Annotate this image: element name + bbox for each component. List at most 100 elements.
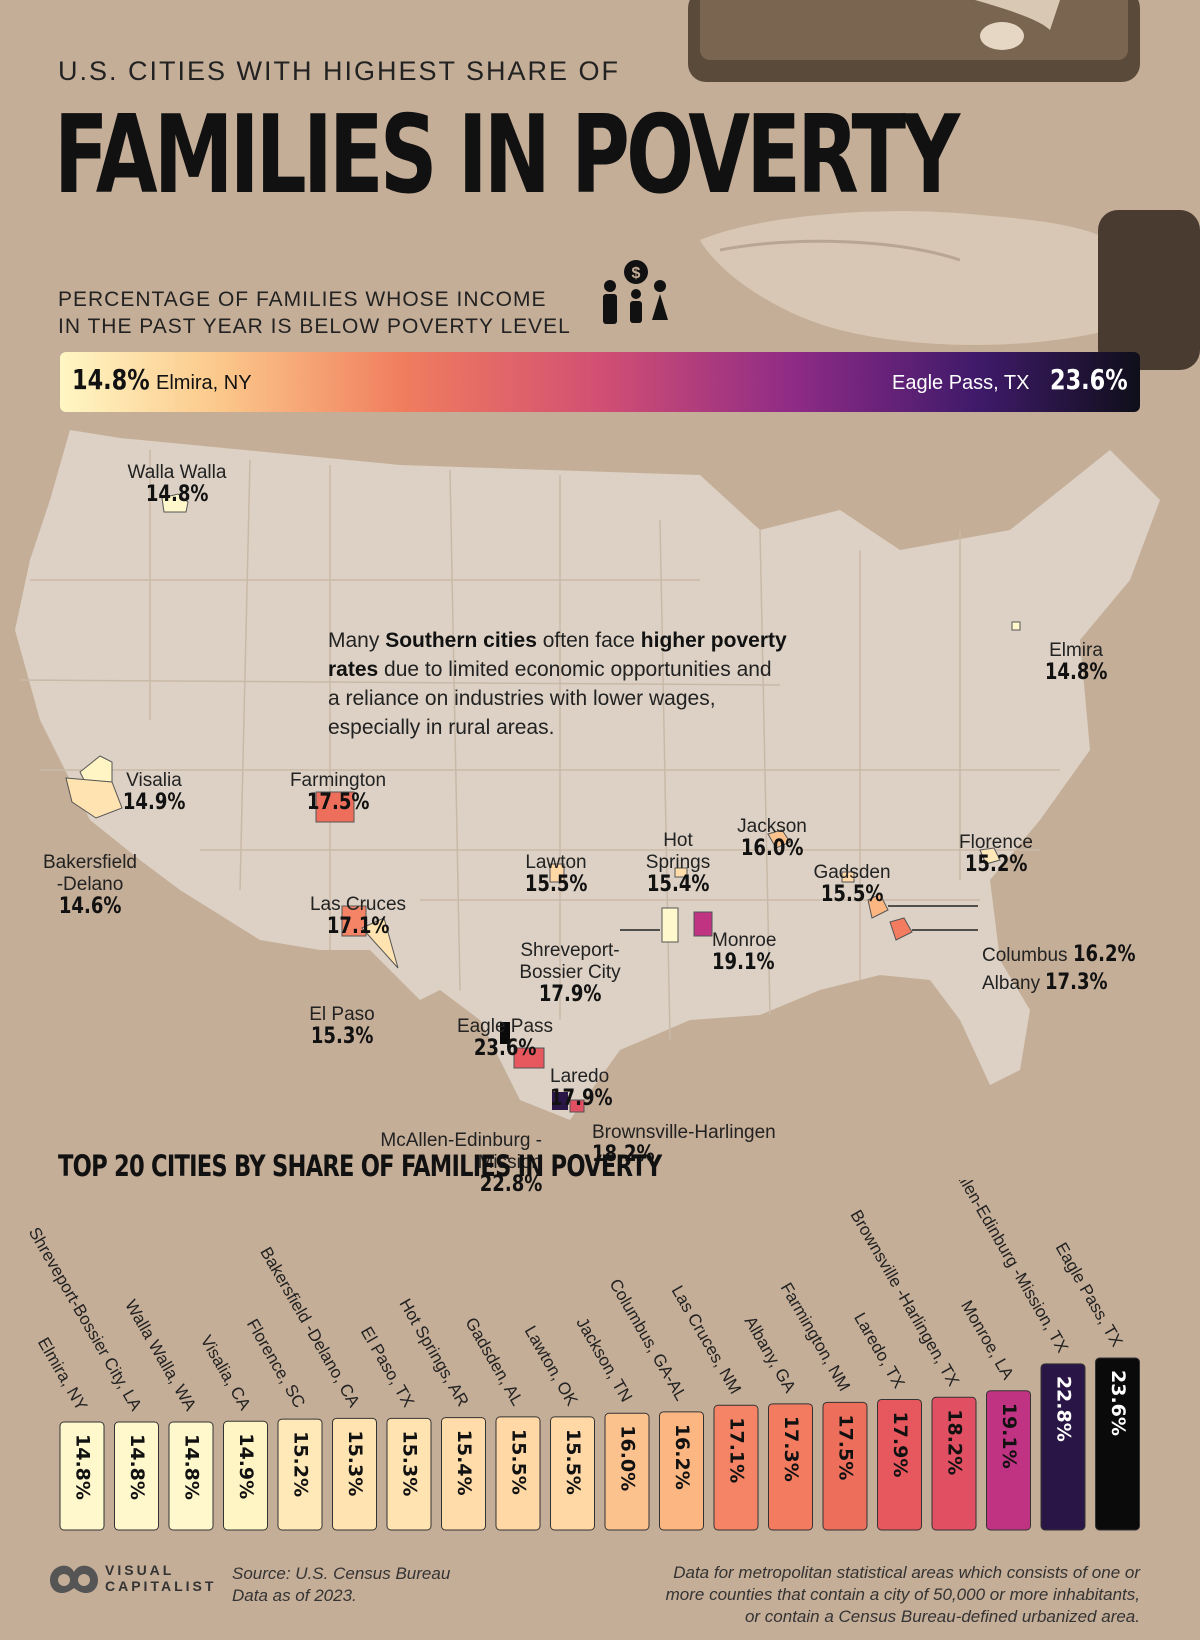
bar-17	[986, 1390, 1031, 1531]
bar-value-label-9: 15.5%	[562, 1429, 584, 1495]
footnote-text: Data for metropolitan statistical areas …	[665, 1563, 1140, 1626]
bar-6	[386, 1417, 432, 1531]
bar-chart-title: TOP 20 CITIES BY SHARE OF FAMILIES IN PO…	[58, 1149, 662, 1183]
bar-13	[768, 1403, 813, 1531]
bar-category-label-4: Florence, SC	[243, 1316, 309, 1411]
bar-chart: 14.8% Elmira, NY 14.8% Shreveport-Bossier C…	[25, 1180, 1140, 1531]
visual-capitalist-logo-icon	[50, 1565, 98, 1594]
bar-value-label-8: 15.5%	[508, 1429, 530, 1495]
map-label-laredo: Laredo 17.9%	[550, 1066, 613, 1111]
bar-9	[550, 1416, 595, 1531]
map-label-shreveport: Shreveport- Bossier City 17.9%	[519, 940, 621, 1007]
map-label-visalia: Visalia 14.9%	[122, 770, 186, 815]
visual-capitalist-logo-text: VISUAL CAPITALIST	[105, 1562, 217, 1594]
el-paso-shape	[361, 917, 399, 969]
map-label-farmington: Farmington 17.5%	[289, 770, 387, 815]
bar-category-label-16: Brownsville -Harlingen, TX	[847, 1207, 963, 1390]
lawton-shape	[549, 863, 565, 883]
bar-value-label-6: 15.3%	[399, 1430, 421, 1496]
bar-1	[114, 1421, 159, 1531]
bar-5	[332, 1417, 377, 1531]
bar-0	[59, 1421, 105, 1531]
bar-value-label-18: 22.8%	[1053, 1376, 1075, 1442]
bar-value-label-16: 18.2%	[944, 1409, 966, 1475]
bar-category-label-9: Lawton, OK	[521, 1322, 582, 1409]
bar-value-label-12: 17.1%	[726, 1417, 748, 1483]
hot-springs-shape	[674, 867, 688, 878]
map-label-jackson: Jackson 16.0%	[737, 816, 807, 861]
bar-category-label-15: Laredo, TX	[850, 1309, 908, 1391]
us-map	[15, 430, 1160, 1120]
bar-value-label-14: 17.5%	[835, 1414, 857, 1480]
las-cruces-shape	[341, 905, 367, 937]
bar-category-label-17: Monroe, LA	[957, 1297, 1018, 1383]
bar-category-label-1: Shreveport-Bossier City, LA	[25, 1224, 146, 1415]
elmira-shape	[1011, 621, 1021, 631]
bar-value-label-3: 14.9%	[235, 1433, 257, 1499]
laredo-shape	[513, 1047, 545, 1069]
bar-value-label-17: 19.1%	[998, 1403, 1020, 1469]
bar-category-label-13: Albany, GA	[741, 1313, 800, 1396]
source-text: Source: U.S. Census Bureau Data as of 202…	[232, 1564, 451, 1605]
bar-4	[277, 1418, 323, 1531]
brownsville-shape	[569, 1099, 585, 1113]
bar-value-label-4: 15.2%	[290, 1431, 312, 1497]
map-label-hot-springs: Hot Springs 15.4%	[645, 830, 711, 897]
bar-7	[441, 1417, 486, 1531]
bar-category-label-5: Bakersfield -Delano, CA	[256, 1244, 363, 1411]
bar-16	[931, 1396, 977, 1531]
bar-value-label-19: 23.6%	[1107, 1370, 1129, 1436]
bar-8	[495, 1416, 541, 1531]
map-label-elmira: Elmira 14.8%	[1044, 640, 1108, 685]
map-label-el-paso: El Paso 15.3%	[309, 1004, 375, 1049]
bar-15	[877, 1398, 922, 1531]
family-dollar-icon: $	[603, 260, 668, 324]
monroe-shape	[693, 911, 713, 937]
bar-11	[659, 1411, 704, 1531]
bar-19	[1095, 1357, 1140, 1531]
wallet-hand-illustration	[688, 0, 1200, 370]
map-label-monroe: Monroe 19.1%	[712, 930, 777, 975]
bar-18	[1040, 1363, 1086, 1531]
map-label-florence: Florence 15.2%	[959, 832, 1033, 877]
map-label-columbus: Columbus 16.2%	[982, 942, 1136, 967]
jackson-shape	[767, 829, 791, 849]
columbus-shape	[867, 893, 889, 919]
mcallen-shape	[552, 1092, 568, 1110]
map-label-brownsville: Brownsville-Harlingen 18.2%	[592, 1122, 776, 1167]
bar-category-label-6: El Paso, TX	[357, 1323, 418, 1410]
state-borders	[19, 450, 1060, 1041]
svg-text:$: $	[632, 265, 641, 282]
bakersfield-shape	[65, 777, 123, 819]
map-label-bakersfield: Bakersfield -Delano 14.6%	[43, 852, 137, 919]
bar-value-label-7: 15.4%	[453, 1430, 475, 1496]
gadsden-shape	[841, 871, 855, 883]
kicker-text: U.S. CITIES WITH HIGHEST SHARE OF	[58, 56, 621, 86]
eagle-pass-shape	[500, 1022, 510, 1044]
page-title: FAMILIES IN POVERTY	[54, 93, 960, 218]
bar-2	[168, 1421, 214, 1531]
walla-walla-shape	[161, 493, 189, 513]
map-label-albany: Albany 17.3%	[982, 970, 1108, 995]
subtitle: PERCENTAGE OF FAMILIES WHOSE INCOME IN T…	[58, 286, 571, 340]
bar-value-label-13: 17.3%	[780, 1416, 802, 1482]
bar-value-label-5: 15.3%	[344, 1430, 366, 1496]
bar-category-label-3: Visalia, CA	[197, 1332, 255, 1414]
bar-value-label-1: 14.8%	[126, 1434, 148, 1500]
florence-shape	[979, 847, 1001, 865]
bar-category-label-0: Elmira, NY	[34, 1334, 91, 1414]
map-label-lawton: Lawton 15.5%	[524, 852, 588, 897]
subtitle-line-1: PERCENTAGE OF FAMILIES WHOSE INCOME	[58, 288, 547, 311]
map-label-mcallen: McAllen-Edinburg -Mission 22.8%	[380, 1130, 542, 1197]
bar-category-label-10: Jackson, TN	[572, 1314, 636, 1405]
farmington-shape	[315, 791, 355, 823]
scale-max-city: Eagle Pass, TX	[892, 372, 1030, 394]
bar-12	[713, 1404, 759, 1531]
shreveport-shape	[661, 907, 679, 943]
map-label-walla-walla: Walla Walla 14.8%	[127, 462, 227, 507]
bar-14	[822, 1401, 868, 1531]
albany-shape	[889, 917, 913, 941]
bar-category-label-18: McAllen-Edinburg -Mission, TX	[939, 1180, 1072, 1356]
annotation-note: Many Southern cities often face higher p…	[328, 629, 787, 739]
poverty-color-scale	[60, 352, 1140, 412]
